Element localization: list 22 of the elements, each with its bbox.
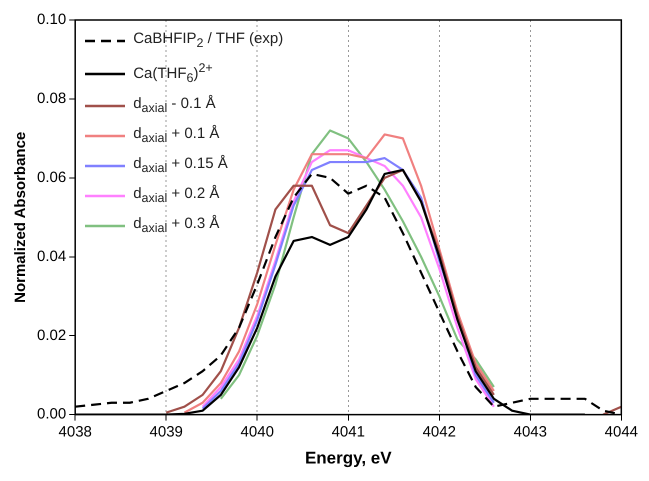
x-tick-label: 4040	[240, 424, 274, 441]
x-tick-label: 4042	[422, 424, 456, 441]
y-tick-label: 0.04	[36, 248, 66, 265]
y-tick-label: 0.00	[36, 406, 66, 423]
y-axis-title: Normalized Absorbance	[12, 132, 30, 303]
y-tick-label: 0.08	[36, 90, 66, 108]
legend-label: CaBHFIP$_{2}$ / THF (exp)	[133, 29, 284, 52]
x-tick-label: 4044	[604, 424, 638, 441]
x-axis-title: Energy, eV	[304, 448, 392, 468]
x-tick-label: 4043	[514, 424, 547, 441]
y-tick-label: 0.10	[36, 11, 66, 28]
x-tick-label: 4039	[150, 424, 183, 441]
y-tick-label: 0.02	[36, 326, 66, 344]
x-tick-label: 4038	[58, 424, 92, 441]
legend-label: d$_{axial}$ + 0.15 Å	[133, 154, 228, 177]
legend-label: d$_{axial}$ - 0.1 Å	[133, 94, 216, 117]
legend-label: Ca(THF$_{6}$)$^{2+}$	[133, 60, 213, 87]
x-tick-label: 4041	[332, 424, 365, 441]
y-tick-label: 0.06	[36, 168, 66, 186]
legend-label: d$_{axial}$ + 0.1 Å	[133, 124, 220, 147]
legend-label: d$_{axial}$ + 0.2 Å	[133, 184, 220, 207]
legend-label: d$_{axial}$ + 0.3 Å	[133, 214, 220, 237]
